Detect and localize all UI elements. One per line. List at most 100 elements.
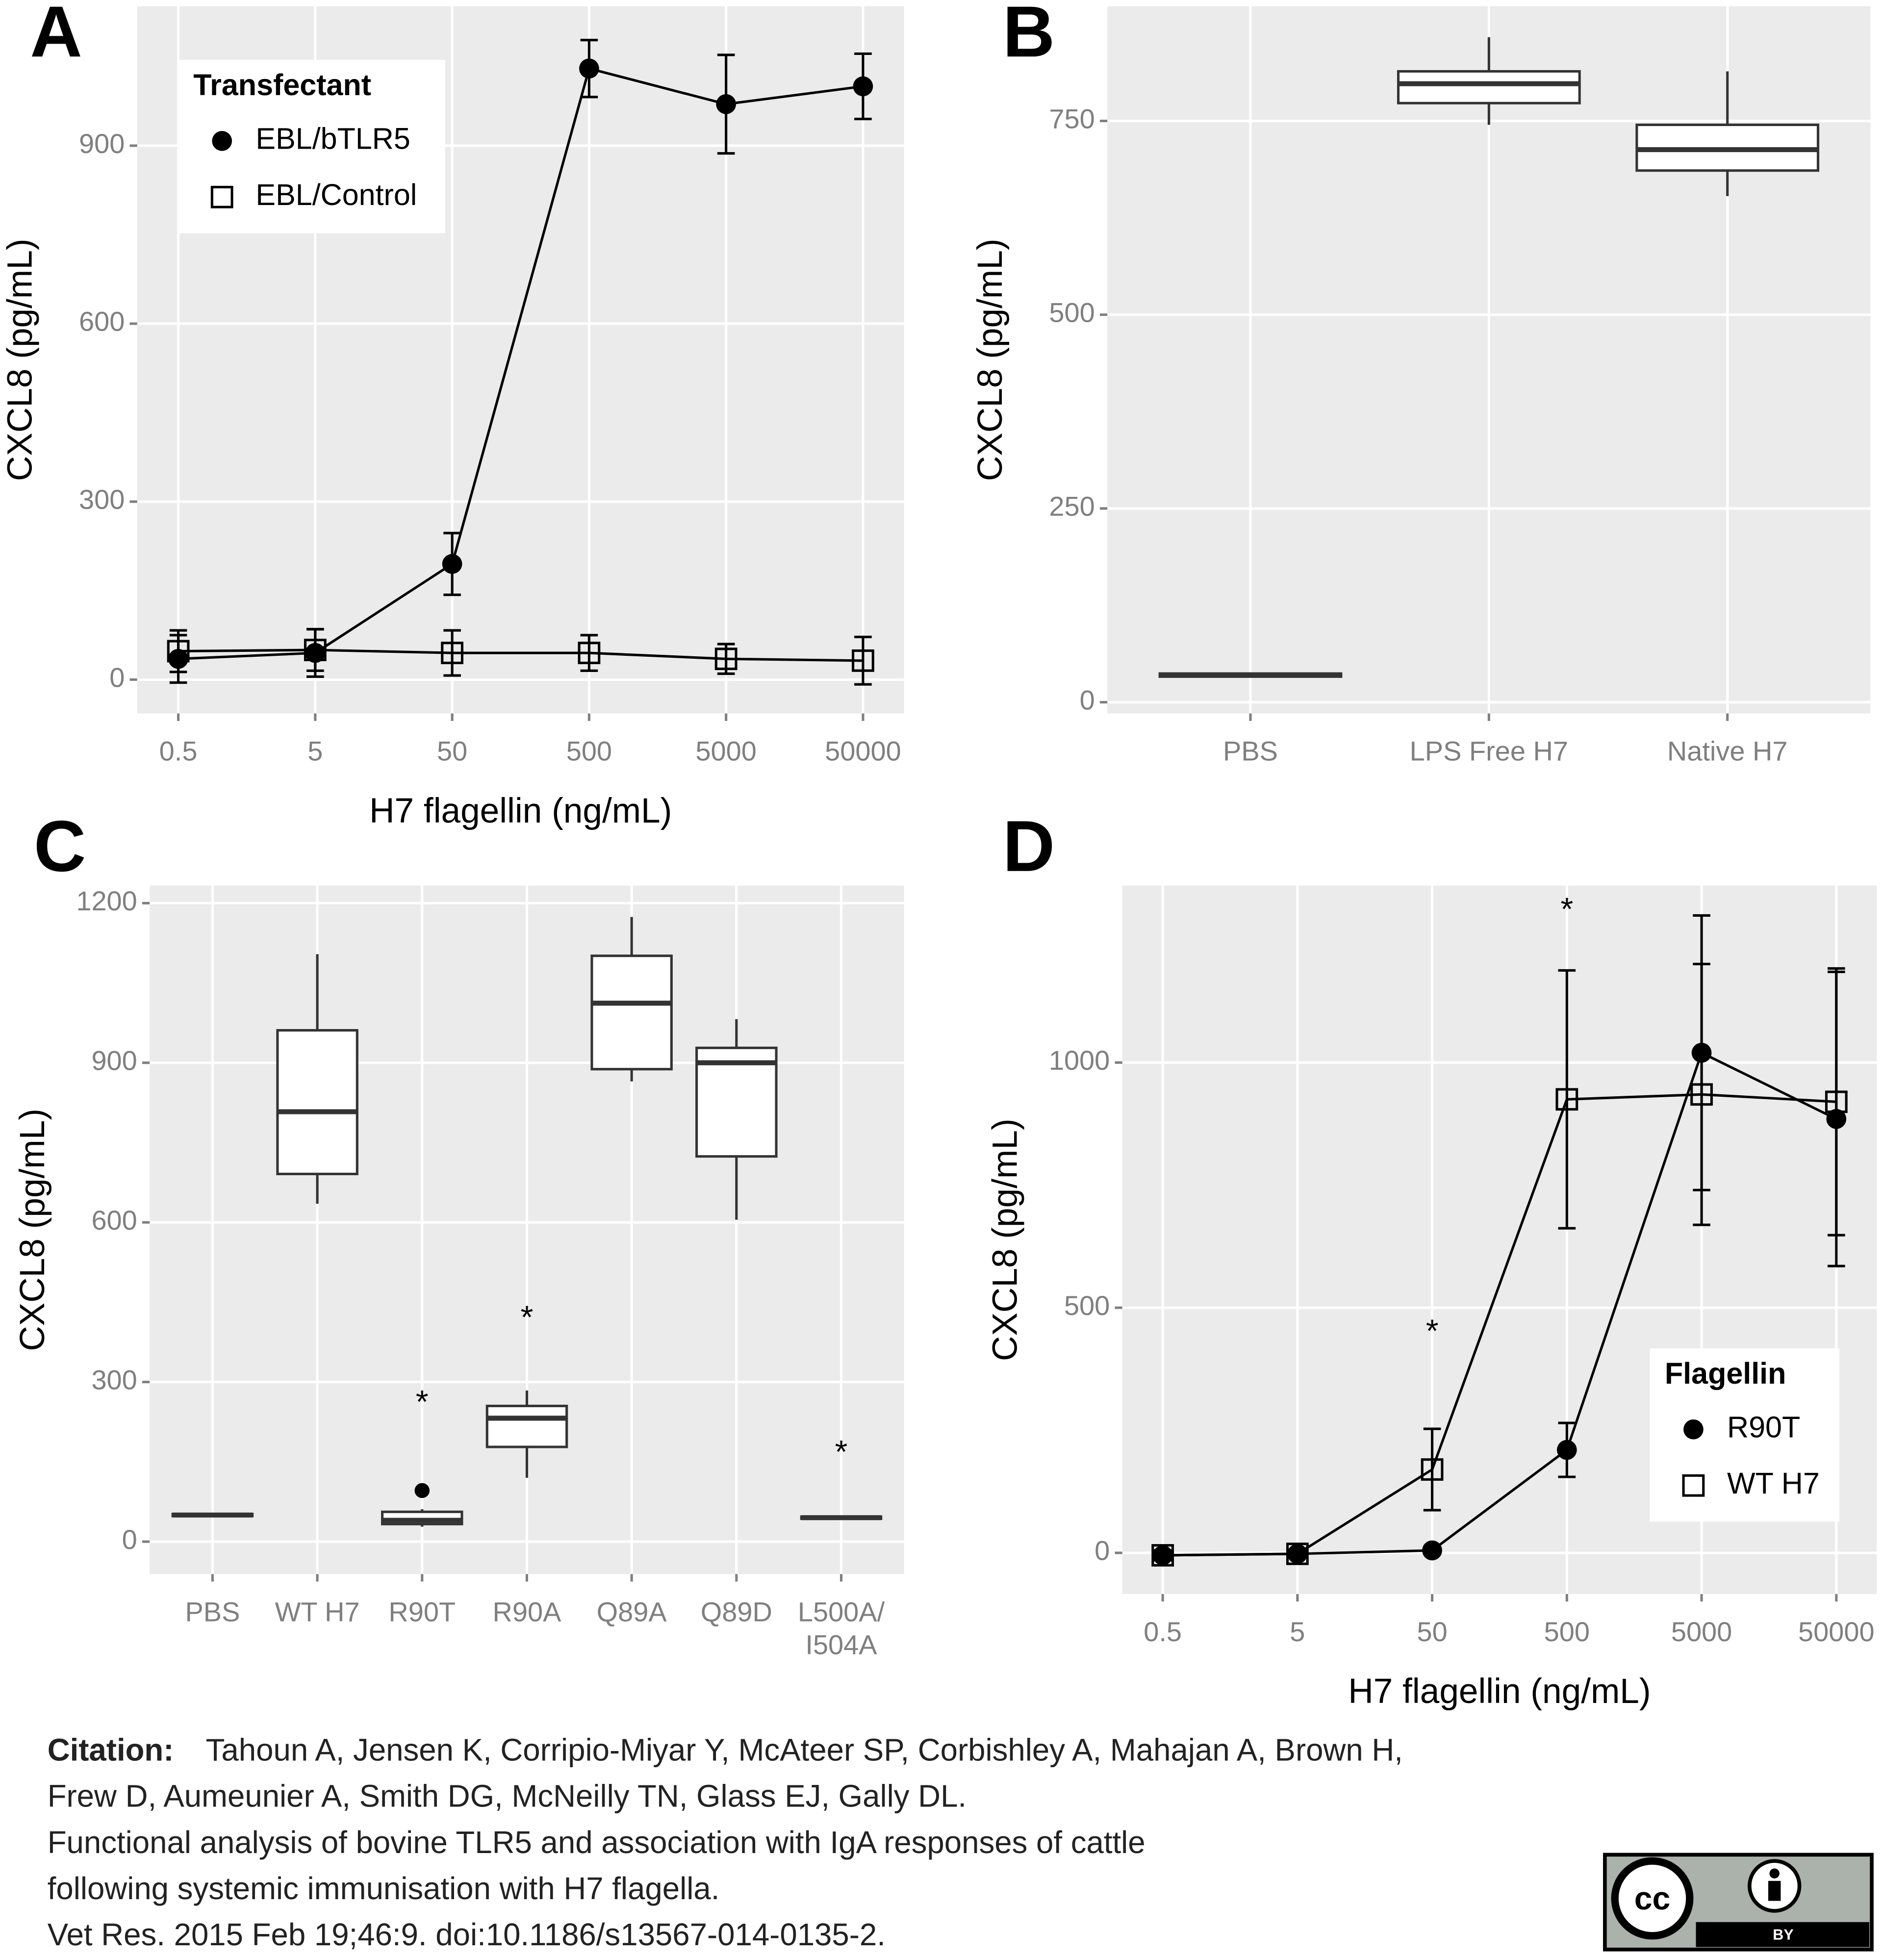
citation-line: Vet Res. 2015 Feb 19;46:9. doi:10.1186/s…	[48, 1917, 886, 1952]
x-tick-label: Q89A	[597, 1596, 667, 1627]
box-body	[276, 1029, 358, 1175]
legend-key	[212, 131, 232, 151]
point	[716, 94, 737, 114]
x-tick-label: WT H7	[275, 1596, 360, 1627]
point	[1690, 1083, 1713, 1106]
citation-line: Tahoun A, Jensen K, Corripio-Miyar Y, Mc…	[206, 1733, 1403, 1768]
legend-title: Flagellin	[1665, 1357, 1786, 1390]
y-tick-label: 900	[91, 1045, 137, 1076]
cc-text: cc	[1634, 1881, 1671, 1917]
legend-box	[1650, 1348, 1839, 1522]
y-tick-label: 500	[1064, 1290, 1110, 1321]
annotation: *	[835, 1434, 848, 1470]
x-tick-label: 5	[1290, 1616, 1305, 1647]
point	[1825, 1090, 1848, 1113]
citation-line: Functional analysis of bovine TLR5 and a…	[48, 1825, 1145, 1860]
point	[167, 640, 190, 663]
cc-icon	[1611, 1857, 1694, 1940]
panel-label: B	[1003, 0, 1055, 72]
x-tick-label: L500A/I504A	[798, 1596, 885, 1660]
point	[853, 76, 873, 97]
by-text: BY	[1773, 1927, 1793, 1943]
badge-strip	[1696, 1922, 1869, 1947]
point	[1555, 1088, 1578, 1111]
annotation: *	[1560, 891, 1573, 928]
x-tick-label: PBS	[1223, 736, 1278, 767]
x-tick-label: LPS Free H7	[1410, 736, 1568, 767]
box-body	[1397, 70, 1581, 104]
citation-label: Citation:	[48, 1733, 174, 1768]
y-axis-title: CXCL8 (pg/mL)	[1, 238, 40, 481]
x-tick-label: Q89D	[701, 1596, 772, 1627]
license-badge: cc BY	[1603, 1853, 1874, 1952]
by-icon-body	[1768, 1881, 1781, 1901]
y-tick-label: 0	[1094, 1535, 1110, 1566]
box-body	[485, 1404, 568, 1448]
x-tick-label: 5	[307, 736, 323, 767]
x-tick-label: 50	[437, 736, 467, 767]
y-tick-label: 1200	[76, 885, 137, 916]
x-tick-label: 500	[1544, 1616, 1590, 1647]
legend-key	[1683, 1419, 1704, 1440]
point	[442, 554, 462, 574]
by-icon-head	[1769, 1868, 1780, 1879]
x-tick-label: 50	[1417, 1616, 1447, 1647]
annotation: *	[1426, 1313, 1439, 1349]
point	[304, 639, 327, 662]
point	[852, 649, 874, 672]
x-tick-label: 50000	[1798, 1616, 1875, 1647]
y-tick-label: 0	[1080, 684, 1095, 715]
point	[1286, 1543, 1309, 1565]
legend-label: R90T	[1727, 1410, 1800, 1444]
y-axis-title: CXCL8 (pg/mL)	[971, 238, 1010, 481]
box-body	[590, 954, 673, 1071]
point	[578, 642, 601, 665]
x-tick-label: R90A	[492, 1596, 561, 1627]
x-tick-label: 5000	[1671, 1616, 1732, 1647]
x-axis-title: H7 flagellin (ng/mL)	[369, 792, 672, 830]
x-tick-label: Native H7	[1667, 736, 1788, 767]
point	[1556, 1440, 1577, 1460]
y-tick-label: 300	[91, 1364, 137, 1395]
legend-label: WT H7	[1727, 1467, 1820, 1500]
annotation: *	[416, 1384, 429, 1420]
point	[579, 58, 599, 79]
y-axis-title: CXCL8 (pg/mL)	[13, 1109, 52, 1351]
x-tick-label: 0.5	[159, 736, 198, 767]
x-tick-label: 50000	[825, 736, 901, 767]
x-tick-label: R90T	[388, 1596, 456, 1627]
outlier	[414, 1483, 430, 1498]
y-tick-label: 0	[109, 662, 125, 693]
point	[1421, 1458, 1444, 1481]
y-tick-label: 500	[1049, 297, 1094, 328]
legend-title: Transfectant	[193, 68, 371, 102]
x-tick-label: 0.5	[1144, 1616, 1182, 1647]
y-tick-label: 900	[79, 128, 125, 159]
panel-label: A	[30, 0, 82, 72]
box-body	[695, 1046, 778, 1158]
y-axis-title: CXCL8 (pg/mL)	[986, 1118, 1025, 1361]
y-tick-label: 750	[1049, 103, 1094, 134]
panel-label: C	[34, 806, 86, 887]
annotation: *	[521, 1299, 534, 1336]
y-tick-label: 1000	[1049, 1045, 1110, 1076]
x-tick-label: 500	[566, 736, 612, 767]
panel-label: D	[1003, 806, 1055, 887]
legend-key	[1682, 1474, 1705, 1497]
point	[714, 647, 738, 671]
series-line	[178, 67, 864, 660]
x-tick-label: 5000	[695, 736, 756, 767]
point	[1151, 1544, 1174, 1567]
y-tick-label: 250	[1049, 490, 1094, 521]
y-tick-label: 300	[79, 484, 125, 515]
point	[1422, 1540, 1442, 1561]
x-tick-label: PBS	[185, 1596, 240, 1627]
citation-line: Frew D, Aumeunier A, Smith DG, McNeilly …	[48, 1779, 967, 1814]
y-tick-label: 600	[91, 1205, 137, 1236]
citation-line: following systemic immunisation with H7 …	[48, 1871, 720, 1906]
point	[441, 642, 464, 665]
series-line	[178, 648, 863, 662]
y-tick-label: 0	[122, 1524, 137, 1555]
